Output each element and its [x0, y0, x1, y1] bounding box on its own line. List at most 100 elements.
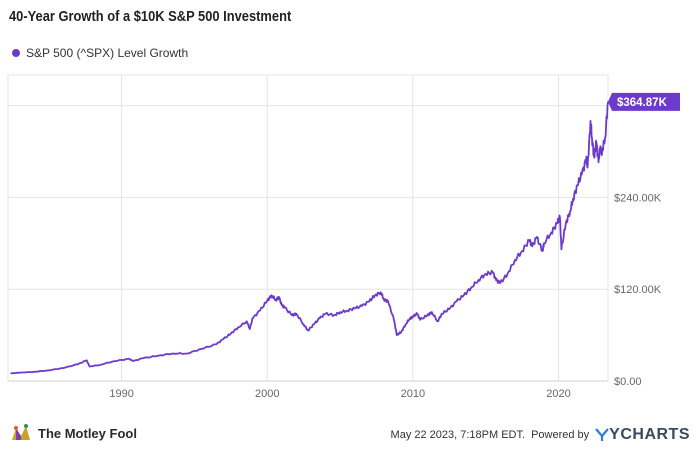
data-point — [396, 334, 398, 336]
data-point — [393, 319, 395, 321]
data-point — [230, 332, 232, 335]
ycharts-logo: YCHARTS — [595, 426, 690, 444]
data-point — [246, 320, 248, 322]
timestamp: May 22 2023, 7:18PM EDT. — [390, 429, 526, 441]
grid — [7, 74, 609, 382]
data-point — [346, 310, 348, 312]
data-point — [86, 359, 88, 361]
data-point — [572, 198, 574, 200]
y-tick-label: $0.00 — [614, 376, 642, 388]
data-point — [313, 323, 315, 325]
data-point — [295, 313, 297, 315]
ycharts-mark-icon — [595, 428, 609, 441]
data-point — [514, 259, 516, 261]
data-point — [19, 371, 21, 374]
data-point — [319, 317, 321, 319]
data-point — [368, 300, 370, 303]
data-point — [88, 365, 91, 368]
data-point — [284, 306, 286, 309]
data-point — [412, 316, 414, 318]
data-point — [470, 287, 472, 289]
data-point — [495, 279, 497, 281]
data-point — [485, 273, 487, 275]
last-value-label: $364.87K — [617, 97, 668, 109]
data-point — [536, 236, 538, 238]
powered-by-label: Powered by — [531, 429, 590, 441]
data-point — [171, 352, 174, 355]
data-point — [595, 141, 597, 143]
data-point — [441, 313, 443, 315]
data-point — [565, 222, 567, 225]
data-point — [278, 296, 280, 298]
data-point — [33, 371, 35, 373]
data-point — [437, 320, 439, 322]
data-point — [404, 323, 407, 325]
data-point — [324, 313, 327, 315]
data-point — [222, 338, 225, 340]
data-point — [601, 150, 603, 153]
data-point — [113, 360, 115, 362]
data-point — [354, 307, 356, 309]
data-point — [249, 328, 251, 330]
data-point — [383, 298, 385, 300]
data-point — [604, 137, 606, 139]
axes: 1990 2000 2010 2020 $0.00 $120.00K $240.00K — [8, 192, 662, 400]
data-point — [400, 331, 402, 333]
data-point — [419, 319, 421, 321]
data-point — [10, 372, 12, 374]
provider-name: YCHARTS — [609, 426, 690, 443]
data-point — [48, 369, 50, 371]
data-point — [387, 300, 389, 303]
data-point — [492, 271, 494, 273]
footer-credits: May 22 2023, 7:18PM EDT. Powered by YCHA… — [391, 426, 690, 444]
data-point — [215, 343, 217, 345]
brand-name: The Motley Fool — [38, 425, 137, 441]
data-point — [448, 308, 450, 310]
data-point — [477, 279, 479, 281]
data-point — [380, 291, 382, 293]
data-point — [528, 239, 530, 241]
data-point — [416, 313, 418, 315]
data-point — [581, 173, 583, 176]
data-point — [186, 352, 188, 355]
y-tick-label: $240.00K — [614, 192, 662, 204]
data-point — [531, 245, 533, 247]
data-point — [597, 161, 600, 163]
data-point — [521, 250, 523, 252]
data-point — [128, 358, 130, 360]
data-point — [374, 294, 376, 296]
data-point — [333, 314, 335, 316]
data-point — [252, 317, 254, 319]
series-layer — [10, 101, 609, 375]
data-point — [550, 231, 552, 234]
data-point — [99, 364, 101, 366]
data-point — [307, 329, 309, 332]
data-point — [132, 360, 134, 362]
data-point — [599, 147, 601, 150]
y-tick-label: $120.00K — [614, 284, 662, 296]
legend-label: S&P 500 (^SPX) Level Growth — [26, 46, 189, 60]
data-point — [339, 311, 341, 313]
data-point — [291, 314, 293, 316]
data-point — [426, 314, 429, 316]
x-tick-label: 2000 — [255, 388, 279, 400]
data-point — [591, 137, 593, 139]
x-tick-label: 2010 — [401, 388, 425, 400]
chart-title: 40-Year Growth of a $10K S&P 500 Investm… — [9, 8, 292, 25]
data-point — [593, 157, 595, 159]
data-point — [585, 158, 587, 160]
data-point — [142, 357, 145, 359]
data-point — [431, 311, 433, 313]
data-point — [569, 210, 571, 212]
data-point — [463, 294, 465, 296]
data-point — [201, 348, 203, 350]
data-point — [303, 323, 305, 325]
data-point — [361, 305, 363, 307]
legend-swatch — [12, 49, 20, 57]
x-tick-label: 2020 — [546, 388, 570, 400]
data-point — [506, 273, 509, 275]
data-point — [266, 300, 268, 302]
motley-fool-logo: The Motley Fool — [10, 424, 137, 442]
data-point — [499, 282, 501, 284]
data-point — [237, 326, 239, 329]
